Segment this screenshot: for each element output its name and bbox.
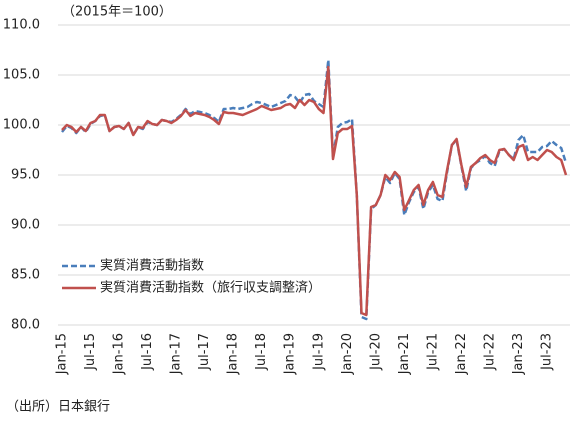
x-tick-label: Jan-22 <box>454 333 469 375</box>
x-tick-label: Jul-21 <box>425 333 440 371</box>
x-tick-label: Jul-18 <box>254 333 269 371</box>
legend-label: 実質消費活動指数 <box>100 258 204 274</box>
x-tick-label: Jan-17 <box>169 333 184 375</box>
y-tick-label: 110.0 <box>3 18 40 33</box>
legend-label: 実質消費活動指数（旅行収支調整済） <box>100 280 321 296</box>
x-tick-label: Jul-17 <box>197 333 212 371</box>
x-tick-label: Jul-15 <box>83 333 98 371</box>
y-tick-label: 80.0 <box>11 318 40 333</box>
series-line <box>61 65 568 317</box>
y-tick-label: 105.0 <box>3 68 40 83</box>
x-tick-label: Jul-22 <box>482 333 497 371</box>
x-tick-label: Jan-23 <box>511 333 526 375</box>
source-note: （出所）日本銀行 <box>6 400 110 415</box>
x-tick-label: Jul-23 <box>539 333 554 371</box>
x-tick-label: Jan-16 <box>112 333 127 375</box>
unit-note: （2015年＝100） <box>62 5 172 20</box>
x-tick-label: Jul-16 <box>140 333 155 371</box>
y-tick-label: 100.0 <box>3 118 40 133</box>
y-tick-label: 85.0 <box>11 268 40 283</box>
x-tick-label: Jan-19 <box>283 333 298 375</box>
x-tick-label: Jul-19 <box>311 333 326 371</box>
x-tick-label: Jan-20 <box>340 333 355 375</box>
y-tick-label: 95.0 <box>11 168 40 183</box>
x-tick-label: Jan-21 <box>397 333 412 375</box>
x-tick-label: Jan-15 <box>55 333 70 375</box>
x-tick-label: Jul-20 <box>368 333 383 371</box>
y-tick-label: 90.0 <box>11 218 40 233</box>
x-tick-label: Jan-18 <box>226 333 241 375</box>
